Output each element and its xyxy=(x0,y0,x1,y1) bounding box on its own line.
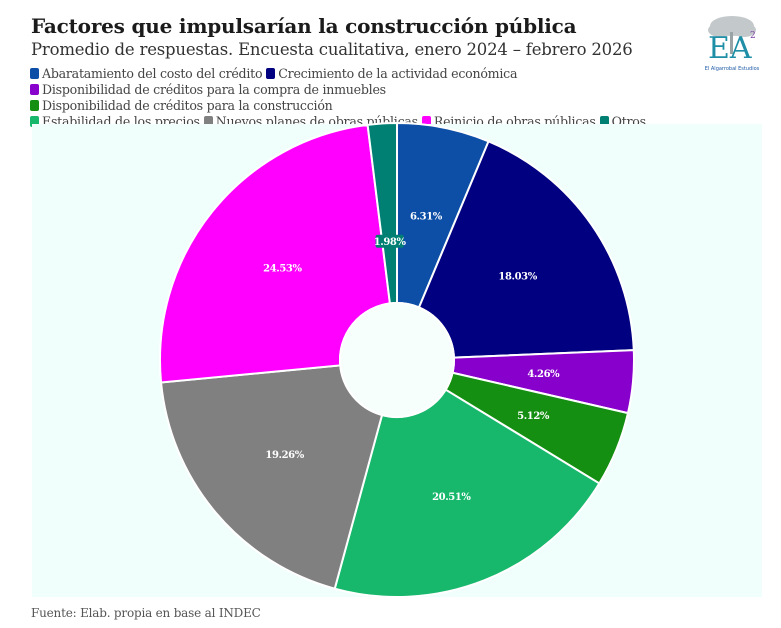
legend-swatch xyxy=(30,68,39,79)
tree-logo-icon: EA 2 El Algarrobal Estudios xyxy=(705,16,760,72)
logo-initials: EA xyxy=(708,31,752,66)
slice-value-label: 6.31% xyxy=(410,211,443,222)
legend-label: Disponibilidad de créditos para la const… xyxy=(42,98,333,113)
legend-swatch xyxy=(266,68,276,79)
legend-label: Abaratamiento del costo del crédito xyxy=(42,66,263,81)
legend-item[interactable]: Disponibilidad de créditos para la compr… xyxy=(30,82,386,98)
legend-item[interactable]: Disponibilidad de créditos para la const… xyxy=(30,98,333,114)
slice-value-label: 1.98% xyxy=(374,237,407,248)
legend-label: Disponibilidad de créditos para la compr… xyxy=(42,82,386,97)
legend-label: Crecimiento de la actividad económica xyxy=(278,66,518,81)
slice-value-label: 18.03% xyxy=(498,272,537,283)
chart-subtitle: Promedio de respuestas. Encuesta cualita… xyxy=(31,40,633,59)
slice-value-label: 24.53% xyxy=(263,264,302,275)
logo-caption: El Algarrobal Estudios xyxy=(705,66,760,72)
slice-value-label: 4.26% xyxy=(527,369,560,380)
legend-swatch xyxy=(203,116,213,127)
slice-value-label: 20.51% xyxy=(432,492,471,503)
logo-superscript: 2 xyxy=(750,31,756,41)
legend-item[interactable]: Crecimiento de la actividad económica xyxy=(266,66,517,82)
slice-value-label: 19.26% xyxy=(265,450,304,461)
legend-swatch xyxy=(599,116,609,127)
donut-hole xyxy=(339,302,455,418)
legend-swatch xyxy=(421,116,431,127)
legend-item[interactable]: Abaratamiento del costo del crédito xyxy=(30,66,263,82)
source-note: Fuente: Elab. propia en base al INDEC xyxy=(31,606,261,620)
legend-swatch xyxy=(30,116,39,127)
legend-swatch xyxy=(30,84,39,95)
slice-value-label: 5.12% xyxy=(517,411,550,422)
legend-swatch xyxy=(30,100,39,111)
chart-title: Factores que impulsarían la construcción… xyxy=(31,14,577,38)
brand-logo: EA 2 El Algarrobal Estudios xyxy=(692,10,772,76)
slice-label-background xyxy=(375,234,404,248)
